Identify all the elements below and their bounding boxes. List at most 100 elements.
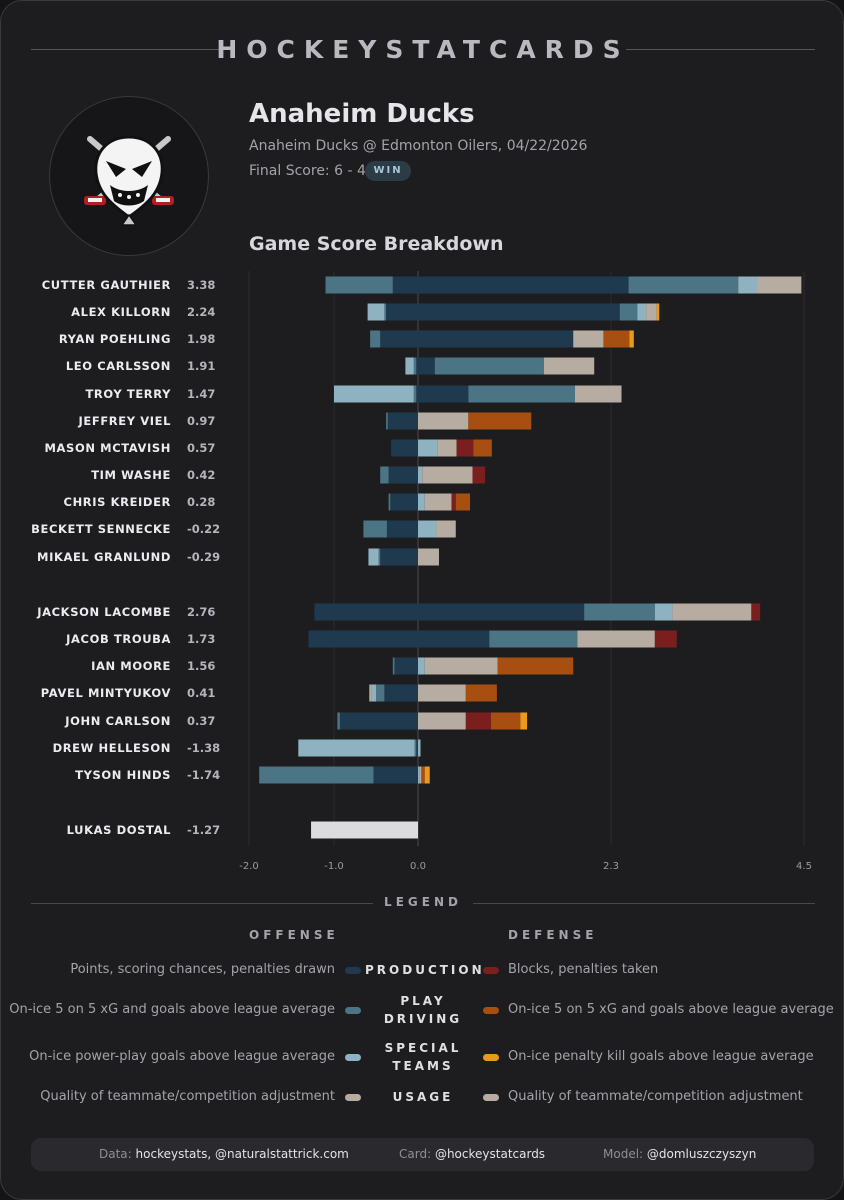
player-name: JACOB TROUBA (65, 632, 171, 646)
bar-segment-negative (378, 548, 381, 566)
legend-play-driving-offense-swatch (345, 1007, 361, 1014)
player-score: -1.38 (187, 741, 220, 755)
footer-data: Data: hockeystats, @naturalstattrick.com (99, 1147, 349, 1161)
bar-segment-positive (584, 603, 655, 621)
bar-segment-positive (628, 276, 739, 294)
bar-segment-positive (455, 493, 471, 511)
bar-segment-negative (380, 548, 418, 566)
bar-segment-negative (298, 739, 415, 757)
legend-usage-defense-text: Quality of teammate/competition adjustme… (508, 1089, 803, 1104)
bar-segment-negative (390, 493, 418, 511)
bar-segment-positive (418, 357, 435, 375)
bar-segment-positive (418, 630, 490, 648)
player-name: DREW HELLESON (53, 741, 171, 755)
player-name: JACKSON LACOMBE (36, 605, 171, 619)
bar-segment-positive (418, 412, 469, 430)
footer-model-value: @domluszczyszyn (646, 1147, 757, 1161)
team-logo (49, 96, 209, 256)
legend-divider-right (473, 903, 815, 904)
bar-segment-negative (405, 357, 414, 375)
legend-special-teams-offense-text: On-ice power-play goals above league ave… (29, 1049, 335, 1064)
player-score: -1.27 (187, 823, 220, 837)
player-score: 2.24 (187, 305, 215, 319)
legend-production-defense-text: Blocks, penalties taken (508, 962, 659, 977)
player-score: 1.91 (187, 359, 215, 373)
player-name: JOHN CARLSON (64, 714, 171, 728)
bar-segment-positive (418, 712, 466, 730)
player-score: 1.73 (187, 632, 215, 646)
legend-production-offense-text: Points, scoring chances, penalties drawn (70, 962, 335, 977)
chart-title: Game Score Breakdown (249, 233, 504, 255)
bar-segment-positive (422, 466, 473, 484)
bar-segment-positive (491, 712, 521, 730)
bar-segment-negative (373, 766, 418, 784)
bar-segment-negative (371, 684, 376, 702)
legend-divider-left (31, 903, 373, 904)
legend-usage-defense-swatch (483, 1094, 499, 1101)
ducks-logo-icon (84, 135, 174, 226)
legend-play-driving-label: PLAY DRIVING (383, 994, 463, 1026)
legend-production-label: PRODUCTION (365, 963, 485, 977)
legend-special-teams-label: SPECIAL TEAMS (384, 1041, 462, 1073)
player-score: -0.29 (187, 550, 220, 564)
game-score-chart: -2.0 -1.0 0.0 2.3 4.5 CUTTER GAUTHIER 3.38 ALEX… (31, 271, 812, 872)
bar-segment-negative (259, 766, 374, 784)
game-info: Anaheim Ducks @ Edmonton Oilers, 04/22/2… (249, 138, 588, 154)
legend-special-teams-defense-swatch (483, 1054, 499, 1061)
bar-segment-positive (468, 385, 575, 403)
bar-segment-positive (424, 493, 452, 511)
player-score: 0.37 (187, 714, 215, 728)
bar-segment-positive (672, 603, 752, 621)
bar-segment-positive (465, 684, 497, 702)
bar-segment-positive (472, 466, 486, 484)
legend-play-driving-offense-text: On-ice 5 on 5 xG and goals above league … (9, 1002, 335, 1017)
bar-segment-negative (376, 684, 385, 702)
player-score: 0.57 (187, 441, 215, 455)
bar-segment-negative (388, 493, 391, 511)
bar-segment-negative (339, 712, 418, 730)
bar-segment-negative (369, 684, 372, 702)
x-tick-label: -2.0 (239, 861, 259, 872)
legend-title: LEGEND (384, 895, 462, 909)
bar-segment-positive (418, 493, 425, 511)
bar-segment-positive (418, 520, 437, 538)
bar-segment-negative (337, 712, 340, 730)
legend-usage-offense-text: Quality of teammate/competition adjustme… (40, 1089, 335, 1104)
bar-segment-positive (654, 603, 673, 621)
player-name: ALEX KILLORN (71, 305, 171, 319)
player-score: 1.56 (187, 659, 215, 673)
bar-segment-positive (418, 466, 423, 484)
player-name: CUTTER GAUTHIER (42, 278, 171, 292)
bar-segment-positive (418, 684, 466, 702)
player-score: 0.42 (187, 468, 215, 482)
bar-segment-positive (489, 630, 578, 648)
bar-segment-negative (311, 821, 418, 839)
footer-card-label: Card: (399, 1147, 432, 1161)
bar-segment-negative (413, 385, 417, 403)
result-badge: WIN (365, 161, 411, 181)
bar-segment-negative (314, 603, 418, 621)
player-name: IAN MOORE (91, 659, 171, 673)
legend-offense-heading: OFFENSE (249, 928, 339, 942)
footer-data-value: hockeystats, @naturalstattrick.com (135, 1147, 349, 1161)
bar-segment-positive (418, 303, 620, 321)
player-name: LEO CARLSSON (66, 359, 171, 373)
footer-model: Model: @domluszczyszyn (603, 1147, 756, 1161)
bar-segment-positive (573, 330, 604, 348)
x-tick-label: -1.0 (324, 861, 344, 872)
player-name: RYAN POEHLING (59, 332, 171, 346)
player-name: TYSON HINDS (75, 768, 171, 782)
x-tick-label: 0.0 (410, 861, 426, 872)
bar-segment-negative (386, 520, 418, 538)
legend-production-defense-swatch (483, 967, 499, 974)
bar-segment-positive (437, 439, 457, 457)
player-name: LUKAS DOSTAL (67, 823, 171, 837)
bar-segment-negative (388, 466, 418, 484)
footer-card: Card: @hockeystatcards (399, 1147, 545, 1161)
bar-segment-positive (418, 766, 420, 784)
brand-divider-right (626, 49, 815, 50)
bar-segment-positive (497, 657, 574, 675)
footer-model-label: Model: (603, 1147, 644, 1161)
player-score: -0.22 (187, 522, 220, 536)
footer-data-label: Data: (99, 1147, 132, 1161)
